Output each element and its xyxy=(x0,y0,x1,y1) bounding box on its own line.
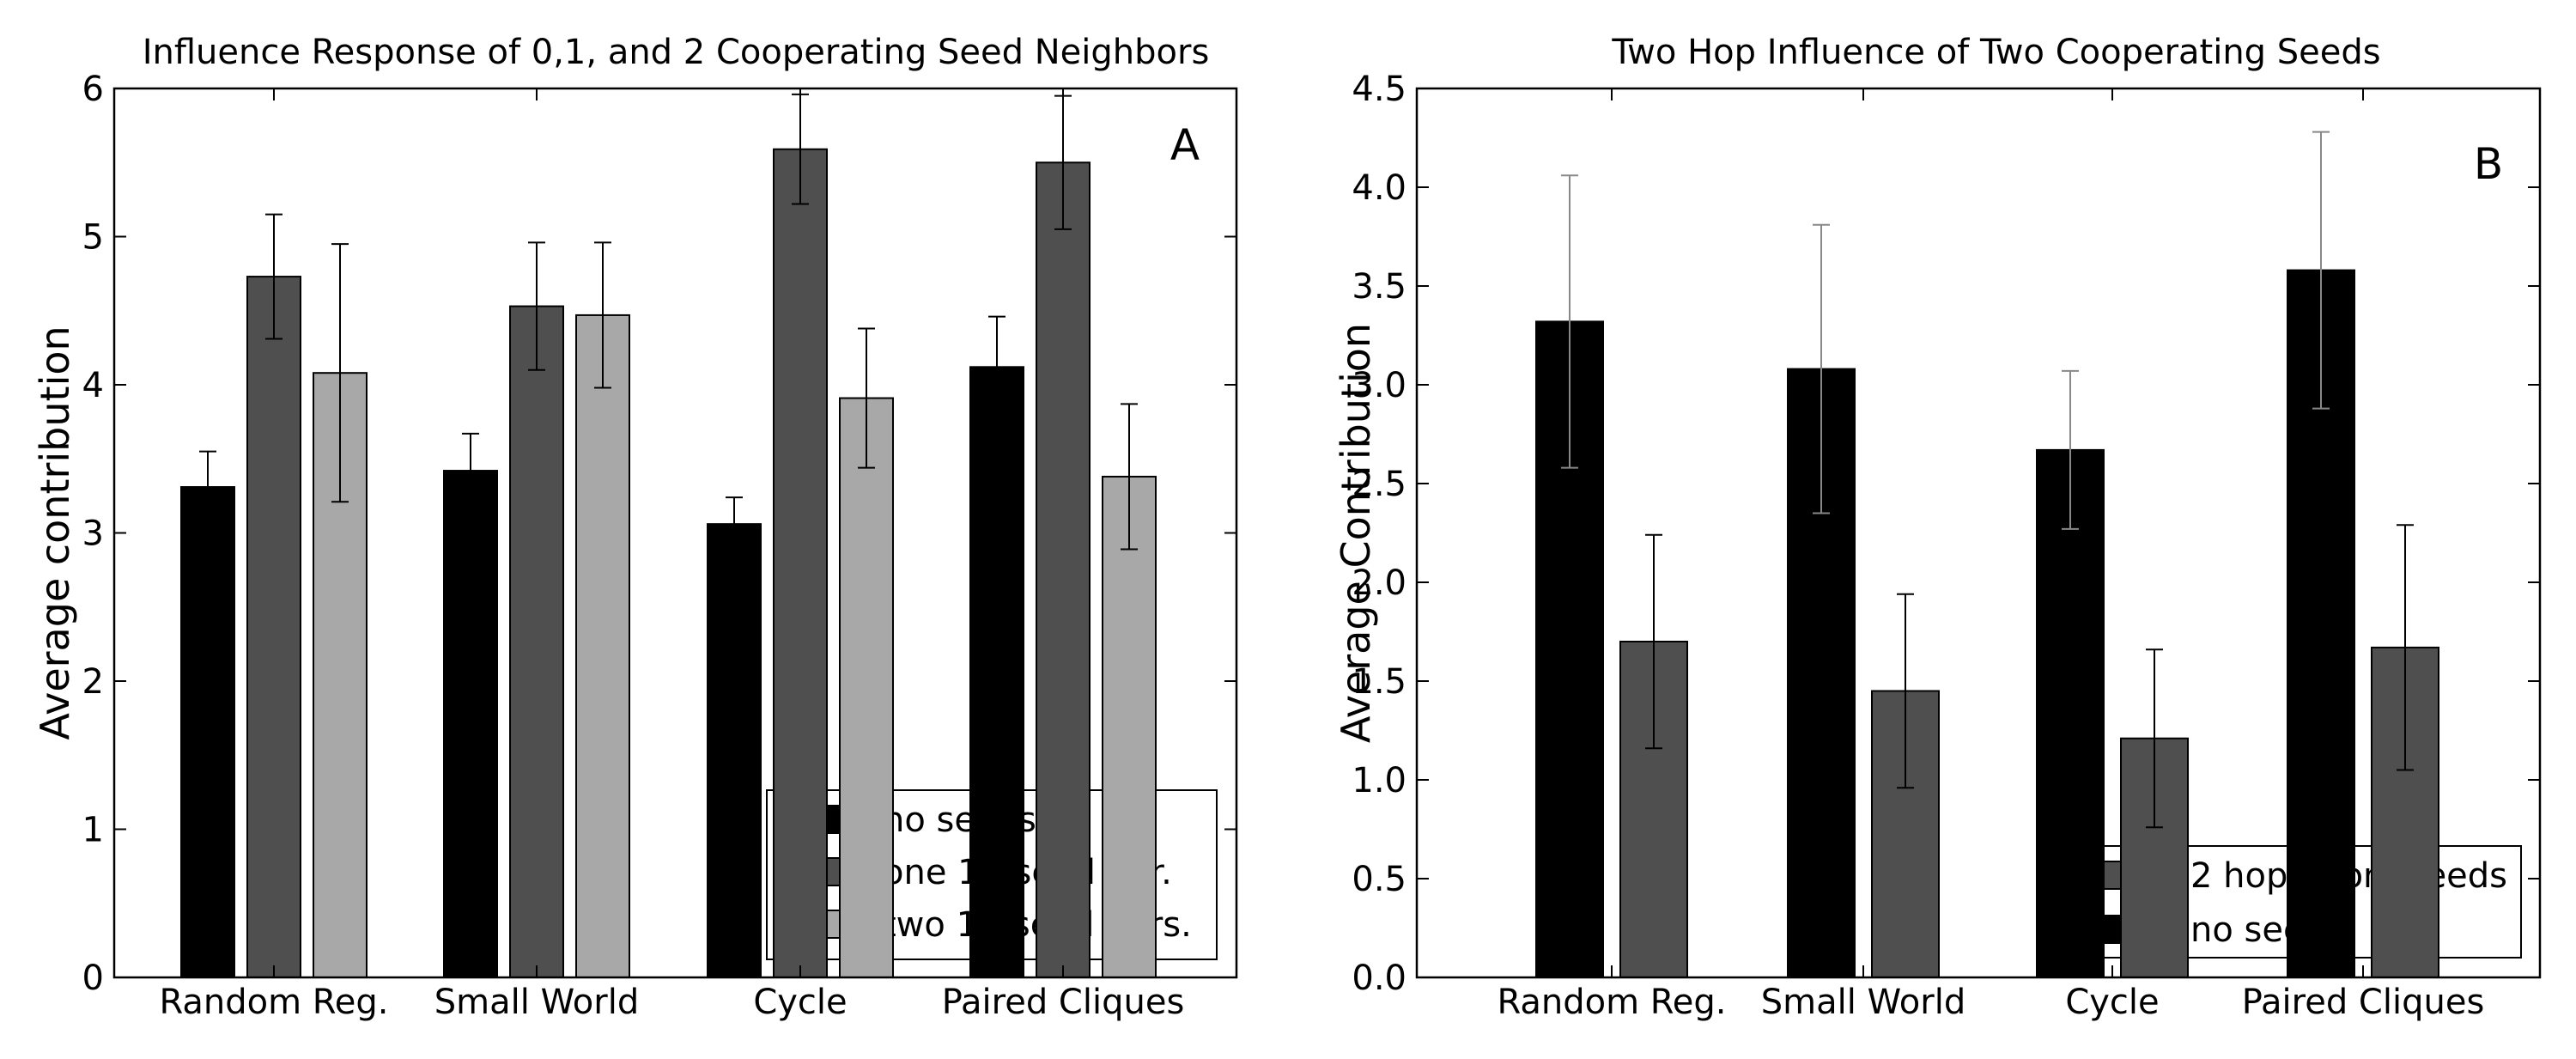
panel-b-ytick-label-8: 4.0 xyxy=(1352,168,1406,208)
panel-b-ytick-label-7: 3.5 xyxy=(1352,267,1406,307)
panel-a-ytick-label-4: 4 xyxy=(82,366,104,405)
panel-a-ytick-label-3: 3 xyxy=(82,514,104,554)
panel-b-ytick-label-0: 0.0 xyxy=(1352,959,1406,998)
panel-a-xtick-label-2: Cycle xyxy=(753,983,847,1022)
panel-a-chart: Influence Response of 0,1, and 2 Coopera… xyxy=(32,33,1238,1022)
panel-a-bar-s1-c1 xyxy=(509,305,564,978)
panel-b-axes-frame xyxy=(1415,87,2542,979)
panel-b-ytick-label-6: 3.0 xyxy=(1352,366,1406,405)
panel-a-ytick-label-1: 1 xyxy=(82,811,104,850)
panel-b-ytick-label-9: 4.5 xyxy=(1352,70,1406,109)
panel-a-bar-s2-c1 xyxy=(575,313,630,978)
panel-a-bar-s0-c3 xyxy=(969,366,1024,978)
panel-a-bar-s1-c2 xyxy=(773,148,828,979)
panel-b-xtick-label-2: Cycle xyxy=(2065,983,2159,1022)
panel-b-ytick-label-2: 1.0 xyxy=(1352,761,1406,800)
panel-a-label: A xyxy=(1170,120,1200,170)
panel-a-bar-s0-c0 xyxy=(180,486,235,978)
panel-a-title: Influence Response of 0,1, and 2 Coopera… xyxy=(143,33,1210,72)
panel-b-ytick-label-5: 2.5 xyxy=(1352,465,1406,504)
panel-b-ytick-label-4: 2.0 xyxy=(1352,563,1406,603)
panel-a-ytick-label-5: 5 xyxy=(82,218,104,258)
panel-a-ytick-label-0: 0 xyxy=(82,959,104,998)
panel-a-bar-s0-c1 xyxy=(443,470,498,978)
panel-b-xtick-label-0: Random Reg. xyxy=(1497,983,1726,1022)
panel-b-chart: Two Hop Influence of Two Cooperating See… xyxy=(1333,33,2542,1022)
panel-a-ylabel: Average contribution xyxy=(32,326,78,739)
panel-b-xtick-label-1: Small World xyxy=(1761,983,1965,1022)
panel-b-label: B xyxy=(2474,139,2503,189)
panel-b-ylabel: Average Contribution xyxy=(1333,323,1379,743)
panel-b-ytick-label-1: 0.5 xyxy=(1352,860,1406,899)
panel-b-xtick-label-3: Paired Cliques xyxy=(2242,983,2485,1022)
panel-b-bar-s0-c2 xyxy=(2036,448,2105,978)
panel-a-bar-s1-c3 xyxy=(1036,161,1091,978)
panel-a-ytick-label-6: 6 xyxy=(82,70,104,109)
panel-a-bar-s1-c0 xyxy=(246,276,301,978)
panel-a-xtick-label-0: Random Reg. xyxy=(159,983,388,1022)
panel-b-title: Two Hop Influence of Two Cooperating See… xyxy=(1611,33,2380,72)
panel-a-ytick-label-2: 2 xyxy=(82,662,104,702)
panel-a-bar-s2-c2 xyxy=(839,397,894,978)
panel-a-bar-s0-c2 xyxy=(707,523,762,978)
panel-a-xtick-label-1: Small World xyxy=(434,983,639,1022)
panel-a-xtick-label-3: Paired Cliques xyxy=(942,983,1185,1022)
panel-a-bar-s2-c3 xyxy=(1102,475,1157,978)
panel-b-ytick-label-3: 1.5 xyxy=(1352,662,1406,702)
